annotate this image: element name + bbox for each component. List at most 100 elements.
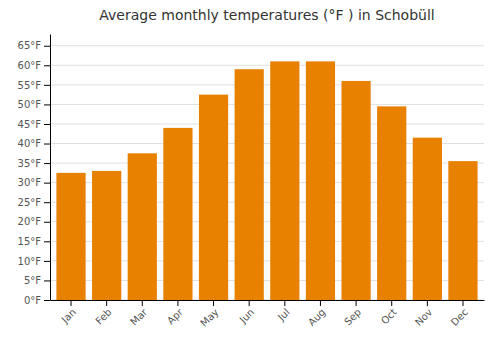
x-tick-label: Feb: [93, 306, 113, 326]
bar: [56, 173, 85, 300]
y-tick-label: 60°F: [18, 60, 42, 71]
y-tick-label: 45°F: [18, 119, 42, 130]
x-tick-mark: [391, 300, 392, 306]
y-tick: 40°F: [18, 138, 50, 149]
x-tick-label: Aug: [306, 306, 328, 328]
y-tick-mark: [44, 202, 50, 203]
bar: [128, 153, 157, 300]
title: Average monthly temperatures (°F ) in Sc…: [99, 7, 434, 23]
x-tick-mark: [71, 300, 72, 306]
y-axis: 0°F 5°F 10°F 15°F 20°F 25°F 30°F 35°F 40°F 45°F 50…: [18, 35, 51, 306]
x-tick-mark: [356, 300, 357, 306]
x-tick-label: Jul: [275, 306, 292, 323]
x-tick: Jun: [237, 300, 257, 326]
y-tick-mark: [44, 85, 50, 86]
y-tick-label: 35°F: [18, 158, 42, 169]
x-tick: Aug: [306, 300, 328, 328]
bar: [235, 69, 264, 300]
y-tick: 0°F: [24, 295, 50, 306]
x-tick: Sep: [342, 300, 363, 327]
y-tick: 15°F: [18, 236, 50, 247]
y-tick-mark: [44, 300, 50, 301]
y-tick: 5°F: [24, 275, 50, 286]
y-tick-mark: [44, 241, 50, 242]
y-tick-label: 20°F: [18, 216, 42, 227]
y-tick: 65°F: [18, 40, 50, 51]
y-tick: 45°F: [18, 119, 50, 130]
bar: [341, 81, 370, 300]
y-tick: 20°F: [18, 216, 50, 227]
bar: [306, 61, 335, 300]
y-tick-label: 50°F: [18, 99, 42, 110]
x-tick: Dec: [449, 300, 470, 328]
x-tick: Feb: [93, 300, 113, 327]
x-tick: Jul: [275, 300, 292, 323]
y-tick-label: 25°F: [18, 197, 42, 208]
x-tick-mark: [462, 300, 463, 306]
y-tick-mark: [44, 261, 50, 262]
grid-line: [50, 104, 484, 105]
grid-line: [50, 123, 484, 124]
x-tick-label: Sep: [342, 306, 363, 327]
grid: [50, 46, 484, 300]
bar: [448, 161, 477, 300]
y-tick: 25°F: [18, 197, 50, 208]
x-tick-mark: [320, 300, 321, 306]
y-tick-mark: [44, 65, 50, 66]
bars: [56, 61, 477, 300]
y-tick-mark: [44, 222, 50, 223]
bar: [413, 138, 442, 300]
grid-line: [50, 45, 484, 46]
x-tick: Nov: [413, 300, 435, 328]
x-tick-mark: [213, 300, 214, 306]
x-tick-label: Apr: [165, 306, 186, 327]
bar: [92, 171, 121, 300]
y-tick-mark: [44, 104, 50, 105]
y-tick: 35°F: [18, 158, 50, 169]
grid-line: [50, 84, 484, 85]
y-tick-mark: [44, 144, 50, 145]
y-tick-label: 40°F: [18, 138, 42, 149]
y-tick-mark: [44, 280, 50, 281]
x-tick-label: Oct: [379, 306, 399, 326]
x-tick: Mar: [128, 300, 150, 327]
x-axis: Jan Feb Mar Apr May Jun Jul Aug Sep Oct Nov Dec: [51, 300, 485, 329]
x-tick-mark: [142, 300, 143, 306]
y-tick-mark: [44, 183, 50, 184]
bar: [377, 106, 406, 300]
x-axis-line: [51, 300, 485, 301]
y-tick-label: 5°F: [24, 275, 41, 286]
x-tick: Oct: [379, 300, 399, 326]
y-axis-line: [50, 35, 51, 301]
y-tick-mark: [44, 46, 50, 47]
y-tick-label: 55°F: [18, 80, 42, 91]
x-tick-label: Jan: [59, 306, 78, 325]
y-tick-mark: [44, 163, 50, 164]
x-tick-mark: [106, 300, 107, 306]
x-tick-label: Mar: [128, 306, 150, 328]
y-tick: 10°F: [18, 256, 50, 267]
y-tick: 30°F: [18, 177, 50, 188]
x-tick: Apr: [165, 300, 186, 326]
x-tick-label: Nov: [413, 306, 435, 328]
y-tick-label: 15°F: [18, 236, 42, 247]
y-tick: 60°F: [18, 60, 50, 71]
y-tick: 55°F: [18, 80, 50, 91]
x-tick-label: Jun: [237, 306, 257, 326]
x-tick-mark: [177, 300, 178, 306]
y-tick-mark: [44, 124, 50, 125]
x-tick-mark: [249, 300, 250, 306]
y-tick: 50°F: [18, 99, 50, 110]
x-tick-mark: [427, 300, 428, 306]
x-tick: May: [198, 300, 220, 329]
y-tick-label: 65°F: [18, 40, 42, 51]
grid-line: [50, 65, 484, 66]
y-tick-label: 0°F: [24, 295, 41, 306]
x-tick-mark: [284, 300, 285, 306]
x-tick-label: Dec: [449, 306, 470, 327]
y-tick-label: 30°F: [18, 177, 42, 188]
bar: [270, 61, 299, 300]
y-tick-label: 10°F: [18, 256, 42, 267]
chart: 0°F 5°F 10°F 15°F 20°F 25°F 30°F 35°F 40°F 45°F 50…: [0, 0, 500, 350]
x-tick: Jan: [59, 300, 78, 326]
